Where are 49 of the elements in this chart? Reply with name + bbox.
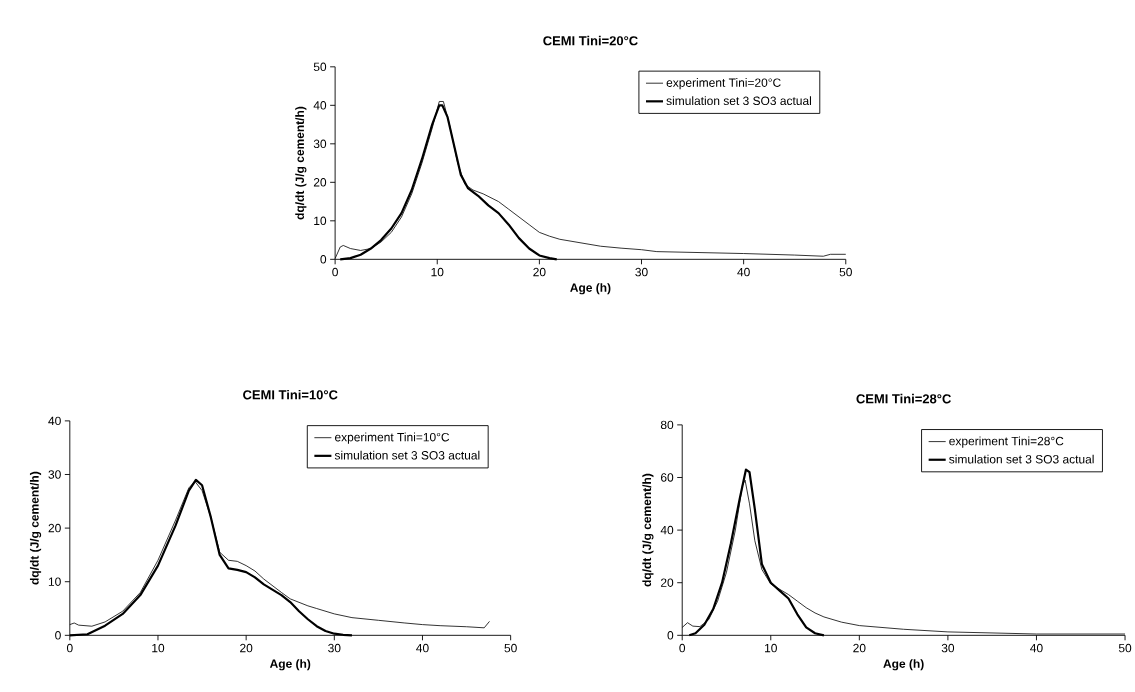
chart-title: CEMI Tini=10°C — [243, 389, 338, 400]
x-tick-label: 40 — [737, 267, 750, 277]
x-tick-label: 40 — [416, 643, 429, 653]
chart-title: CEMI Tini=20°C — [543, 35, 638, 46]
y-tick-label: 40 — [660, 525, 674, 535]
y-tick-label: 50 — [313, 62, 327, 71]
legend-label: experiment Tini=20°C — [666, 78, 781, 90]
x-tick-label: 20 — [853, 643, 866, 653]
y-tick-label: 20 — [48, 523, 61, 533]
legend-label: simulation set 3 SO3 actual — [666, 96, 811, 105]
x-tick-label: 30 — [941, 643, 955, 653]
x-tick-label: 0 — [679, 643, 686, 653]
legend-label: experiment Tini=28°C — [949, 436, 1064, 448]
y-axis-title: dq/dt (J/g cement/h) — [295, 106, 307, 220]
x-tick-label: 50 — [504, 643, 517, 653]
y-tick-label: 0 — [667, 631, 674, 640]
x-tick-label: 10 — [765, 643, 777, 653]
x-tick-label: 20 — [533, 267, 546, 277]
y-tick-label: 10 — [48, 577, 61, 586]
y-tick-label: 20 — [660, 578, 674, 587]
x-tick-label: 30 — [328, 643, 341, 653]
x-axis-title: Age (h) — [883, 659, 924, 671]
y-tick-label: 30 — [313, 139, 327, 148]
y-axis-title: dq/dt (J/g cement/h) — [642, 473, 654, 587]
x-tick-label: 0 — [332, 267, 338, 277]
y-tick-label: 0 — [320, 255, 327, 264]
legend-label: simulation set 3 SO3 actual — [334, 450, 480, 460]
x-tick-label: 20 — [240, 643, 253, 653]
legend-label: experiment Tini=10°C — [334, 432, 450, 444]
x-tick-label: 30 — [635, 267, 648, 277]
x-tick-label: 50 — [1118, 643, 1132, 653]
y-tick-label: 60 — [660, 473, 674, 482]
y-tick-label: 10 — [314, 216, 327, 225]
x-tick-label: 0 — [66, 643, 73, 653]
x-axis-title: Age (h) — [570, 283, 611, 295]
y-axis-title: dq/dt (J/g cement/h) — [29, 471, 42, 585]
y-tick-label: 40 — [48, 416, 61, 426]
y-tick-label: 40 — [313, 101, 327, 110]
chart-title: CEMI Tini=28°C — [856, 393, 951, 404]
x-tick-label: 40 — [1030, 643, 1043, 653]
legend-label: simulation set 3 SO3 actual — [949, 454, 1094, 464]
y-tick-label: 30 — [48, 470, 61, 479]
x-axis-title: Age (h) — [269, 659, 311, 671]
x-tick-label: 10 — [152, 643, 165, 653]
y-tick-label: 20 — [313, 178, 327, 187]
x-tick-label: 50 — [839, 267, 852, 277]
x-tick-label: 10 — [431, 267, 444, 277]
y-tick-label: 80 — [660, 420, 674, 430]
y-tick-label: 0 — [55, 631, 61, 640]
